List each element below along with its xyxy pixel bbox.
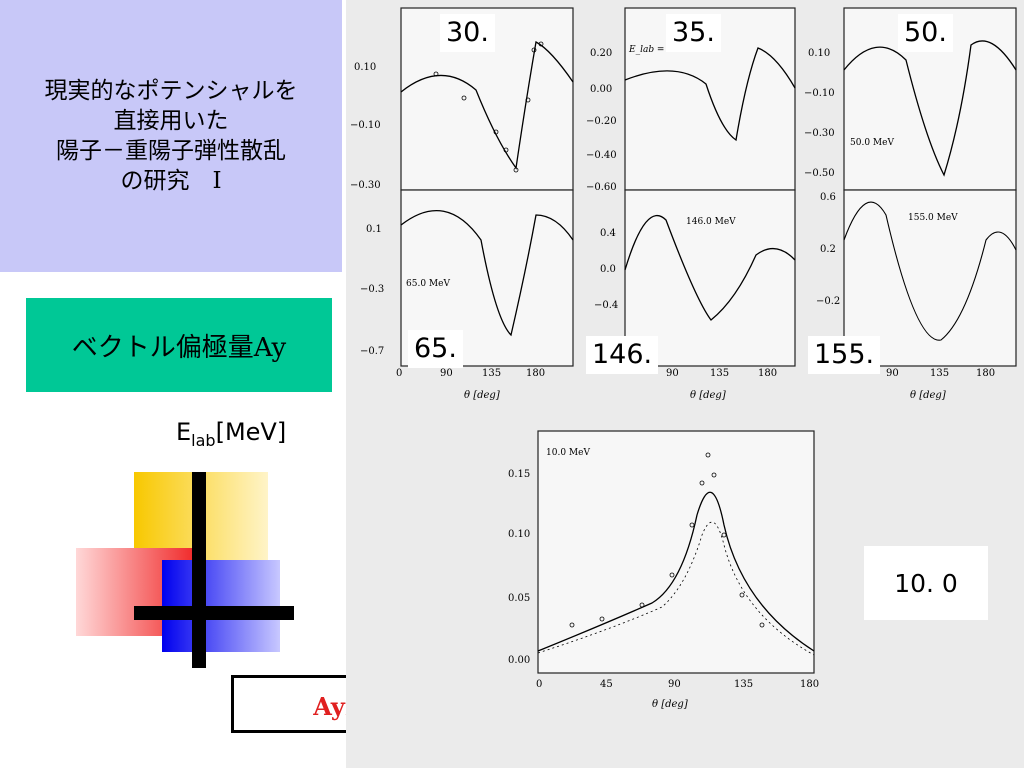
- energy-axis-main: E: [176, 418, 192, 446]
- p10-xtick-45: 45: [600, 679, 613, 690]
- svg-text:135: 135: [930, 368, 949, 379]
- p146-ytick-3: −0.4: [594, 300, 618, 311]
- p155-ytick-3: −0.2: [816, 296, 840, 307]
- p10-ytick-4: 0.00: [508, 655, 530, 666]
- svg-text:0: 0: [396, 368, 402, 379]
- observable-label: ベクトル偏極量Ay: [71, 332, 287, 363]
- p35-ytick-4: −0.40: [586, 150, 617, 161]
- p50-ytick-1: 0.10: [808, 48, 830, 59]
- energy-axis-label: Elab[MeV]: [176, 418, 286, 450]
- energy-label-65: 65.: [408, 330, 463, 368]
- p146-ytick-1: 0.4: [600, 228, 616, 239]
- p155-ytick-1: 0.6: [820, 192, 836, 203]
- energy-label-10: 10. 0: [864, 546, 988, 620]
- panel-65: 0.1 −0.3 −0.7 65.0 MeV: [360, 189, 574, 367]
- p35-ytick-3: −0.20: [586, 116, 617, 127]
- p50-energy-text: 50.0 MeV: [850, 138, 894, 148]
- title-line-3: 陽子－重陽子弾性散乱: [56, 138, 286, 164]
- title-box: 現実的なポテンシャルを 直接用いた 陽子－重陽子弾性散乱 の研究 Ⅰ: [0, 0, 342, 272]
- energy-axis-sub: lab: [191, 430, 216, 450]
- horizontal-bar: [134, 606, 294, 620]
- p65-ytick-2: −0.3: [360, 284, 384, 295]
- energy-label-35: 35.: [666, 14, 721, 52]
- p146-ytick-2: 0.0: [600, 264, 616, 275]
- svg-text:90: 90: [440, 368, 453, 379]
- panel-10: 0.15 0.10 0.05 0.00 10.0 MeV 0 45 90 135…: [508, 430, 819, 710]
- p155-energy-text: 155.0 MeV: [908, 213, 958, 223]
- energy-label-50: 50.: [898, 14, 953, 52]
- p146-energy-text: 146.0 MeV: [686, 217, 736, 227]
- p35-energy-text: E_lab = 3: [628, 45, 673, 55]
- p35-ytick-1: 0.20: [590, 48, 612, 59]
- p50-ytick-3: −0.30: [804, 128, 835, 139]
- svg-text:180: 180: [758, 368, 777, 379]
- p10-energy-text: 10.0 MeV: [546, 448, 590, 458]
- p10-xtick-180: 180: [800, 679, 819, 690]
- energy-axis-unit: [MeV]: [215, 418, 287, 446]
- svg-text:90: 90: [886, 368, 899, 379]
- svg-text:180: 180: [526, 368, 545, 379]
- svg-text:135: 135: [710, 368, 729, 379]
- p50-ytick-2: −0.10: [804, 88, 835, 99]
- p50-ytick-4: −0.50: [804, 168, 835, 179]
- decorative-squares: [76, 472, 294, 668]
- svg-text:180: 180: [976, 368, 995, 379]
- p10-ytick-2: 0.10: [508, 529, 530, 540]
- p10-ytick-1: 0.15: [508, 469, 530, 480]
- p10-xtick-90: 90: [668, 679, 681, 690]
- p35-ytick-2: 0.00: [590, 84, 612, 95]
- svg-text:90: 90: [666, 368, 679, 379]
- p30-ytick-1: 0.10: [354, 62, 376, 73]
- p10-xtick-0: 0: [536, 679, 542, 690]
- p10-ytick-3: 0.05: [508, 593, 530, 604]
- energy-label-155: 155.: [808, 336, 881, 374]
- p65-energy-text: 65.0 MeV: [406, 279, 450, 289]
- title-line-4: の研究 Ⅰ: [120, 168, 222, 194]
- p30-ytick-2: −0.10: [350, 120, 381, 131]
- theta-label-1: θ [deg]: [464, 390, 500, 401]
- scanned-plot-grid: 0.10 −0.10 −0.30 0.20 0.00 −0.20 −0.40 −…: [350, 7, 1017, 401]
- p30-ytick-3: −0.30: [350, 180, 381, 191]
- energy-label-30: 30.: [440, 14, 495, 52]
- observable-label-box: ベクトル偏極量Ay: [26, 298, 332, 392]
- title-line-1: 現実的なポテンシャルを: [44, 78, 298, 104]
- theta-label-3: θ [deg]: [910, 390, 946, 401]
- title-line-2: 直接用いた: [113, 108, 229, 134]
- p155-ytick-2: 0.2: [820, 244, 836, 255]
- theta-label-10: θ [deg]: [652, 699, 688, 710]
- p10-xtick-135: 135: [734, 679, 753, 690]
- energy-label-146: 146.: [586, 336, 659, 374]
- p65-ytick-3: −0.7: [360, 346, 384, 357]
- p65-ytick-1: 0.1: [366, 224, 382, 235]
- svg-text:135: 135: [482, 368, 501, 379]
- vertical-bar: [192, 472, 206, 668]
- p35-ytick-5: −0.60: [586, 182, 617, 193]
- theta-label-2: θ [deg]: [690, 390, 726, 401]
- title-text: 現実的なポテンシャルを 直接用いた 陽子－重陽子弾性散乱 の研究 Ⅰ: [45, 76, 298, 196]
